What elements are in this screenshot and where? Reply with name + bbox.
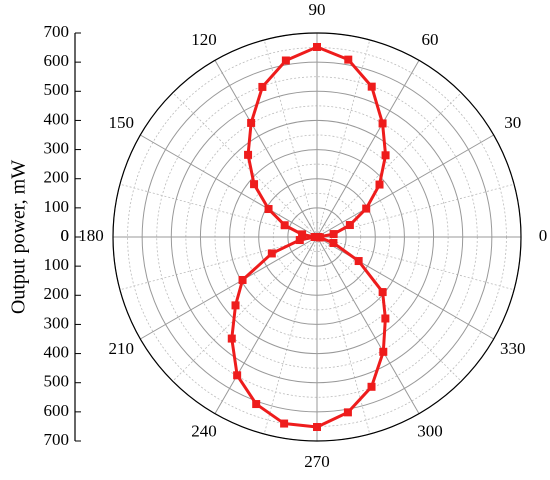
angle-tick-label: 60 [422, 30, 439, 49]
y-tick-label: 600 [44, 51, 70, 70]
data-point [378, 288, 387, 297]
y-tick-label: 0 [61, 226, 70, 245]
angle-tick-label: 30 [504, 113, 521, 132]
angle-tick-label: 330 [500, 339, 526, 358]
outer-axis [112, 32, 522, 442]
minor-grid-line [316, 183, 515, 238]
data-point [378, 119, 387, 128]
data-point [315, 233, 324, 242]
data-point [231, 301, 240, 310]
data-point [298, 230, 307, 239]
data-point [313, 423, 321, 432]
data-point [280, 221, 289, 230]
minor-grid-line [316, 92, 462, 238]
grid-line [316, 236, 420, 414]
data-point [250, 180, 259, 189]
y-tick-label: 300 [44, 138, 70, 157]
grid-line [316, 236, 494, 340]
data-point [247, 118, 256, 127]
data-point [264, 205, 273, 214]
data-point [343, 408, 352, 417]
data-point [227, 334, 236, 343]
grid-line [316, 60, 420, 238]
minor-grid-line [316, 236, 462, 382]
data-point [280, 419, 289, 428]
angle-tick-label: 120 [191, 30, 217, 49]
angle-tick-label: 270 [304, 452, 330, 471]
data-point [329, 238, 338, 247]
grid-line [316, 134, 494, 238]
minor-grid-line [316, 236, 371, 435]
angle-tick-label: 240 [191, 422, 217, 441]
data-point [379, 347, 388, 356]
angle-tick-label: 150 [109, 113, 135, 132]
data-point [381, 314, 390, 323]
y-tick-label: 300 [44, 313, 70, 332]
data-point [362, 204, 371, 213]
data-point [244, 150, 253, 159]
minor-grid-line [316, 39, 371, 238]
y-tick-label: 700 [44, 22, 70, 41]
data-point [258, 82, 267, 91]
y-tick-label: 500 [44, 372, 70, 391]
y-tick-label: 700 [44, 430, 70, 449]
data-point [267, 249, 276, 258]
data-point [354, 257, 363, 266]
minor-grid-line [119, 236, 318, 291]
angle-tick-label: 0 [539, 226, 548, 245]
y-tick-label: 500 [44, 80, 70, 99]
angle-tick-label: 300 [417, 422, 443, 441]
data-point [252, 400, 261, 409]
minor-grid-line [172, 92, 318, 238]
data-point [238, 275, 247, 284]
data-point [233, 371, 242, 380]
grid-line [214, 236, 318, 414]
minor-grid-line [172, 236, 318, 382]
y-tick-label: 100 [44, 255, 70, 274]
data-point [281, 56, 290, 65]
y-tick-label: 400 [44, 342, 70, 361]
y-tick-label: 600 [44, 401, 70, 420]
data-point [367, 382, 376, 391]
data-point [310, 233, 319, 241]
grid-line [140, 236, 318, 340]
data-point [381, 151, 390, 160]
data-point [375, 180, 384, 189]
data-point [329, 230, 338, 239]
y-tick-label: 200 [44, 284, 70, 303]
angle-tick-label: 180 [78, 226, 104, 245]
minor-grid-line [316, 236, 515, 291]
y-axis-title: Output power, mW [8, 160, 30, 314]
data-point [345, 221, 354, 230]
data-point [367, 82, 376, 91]
angle-tick-label: 210 [109, 339, 135, 358]
grid-line [214, 60, 318, 238]
y-tick-label: 100 [44, 197, 70, 216]
y-tick-label: 200 [44, 168, 70, 187]
minor-grid-line [263, 236, 318, 435]
grid-line [140, 134, 318, 238]
data-point [344, 55, 353, 64]
data-point [295, 236, 304, 245]
angle-tick-label: 90 [309, 0, 326, 19]
data-point [313, 42, 321, 51]
y-tick-label: 0 [61, 226, 70, 245]
y-tick-label: 400 [44, 109, 70, 128]
